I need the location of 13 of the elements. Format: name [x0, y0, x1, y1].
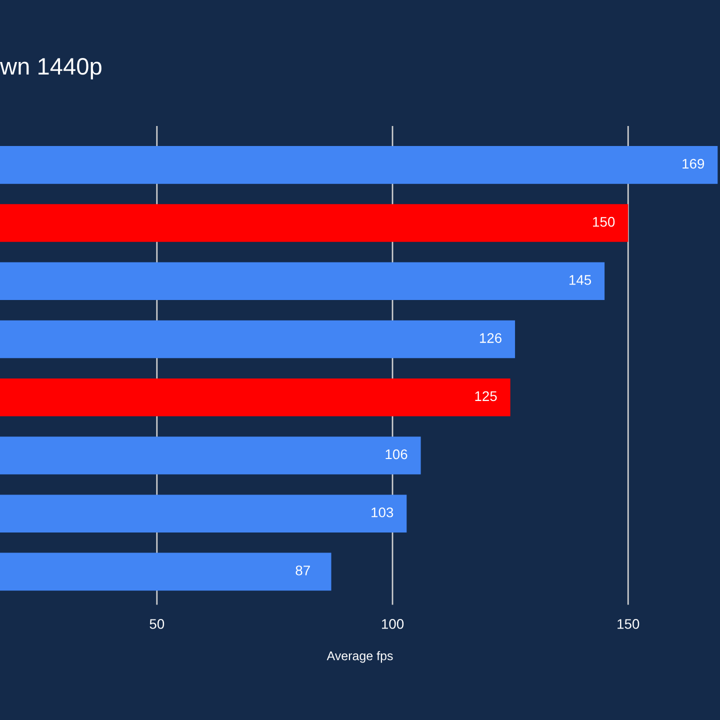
data-label: 169 [682, 158, 704, 169]
chart-title: wn 1440p [0, 58, 102, 80]
x-tick-label: 100 [382, 619, 404, 629]
x-tick-label: 50 [150, 619, 164, 629]
x-axis-title: Average fps [326, 651, 393, 663]
data-label: 87 [296, 566, 310, 576]
x-tick-label: 150 [618, 619, 640, 629]
data-label: 126 [480, 333, 502, 343]
data-label: 106 [386, 449, 408, 460]
data-label: 150 [593, 216, 615, 227]
data-label: 125 [475, 391, 497, 402]
data-label: 103 [372, 507, 394, 518]
data-label: 145 [570, 275, 592, 285]
